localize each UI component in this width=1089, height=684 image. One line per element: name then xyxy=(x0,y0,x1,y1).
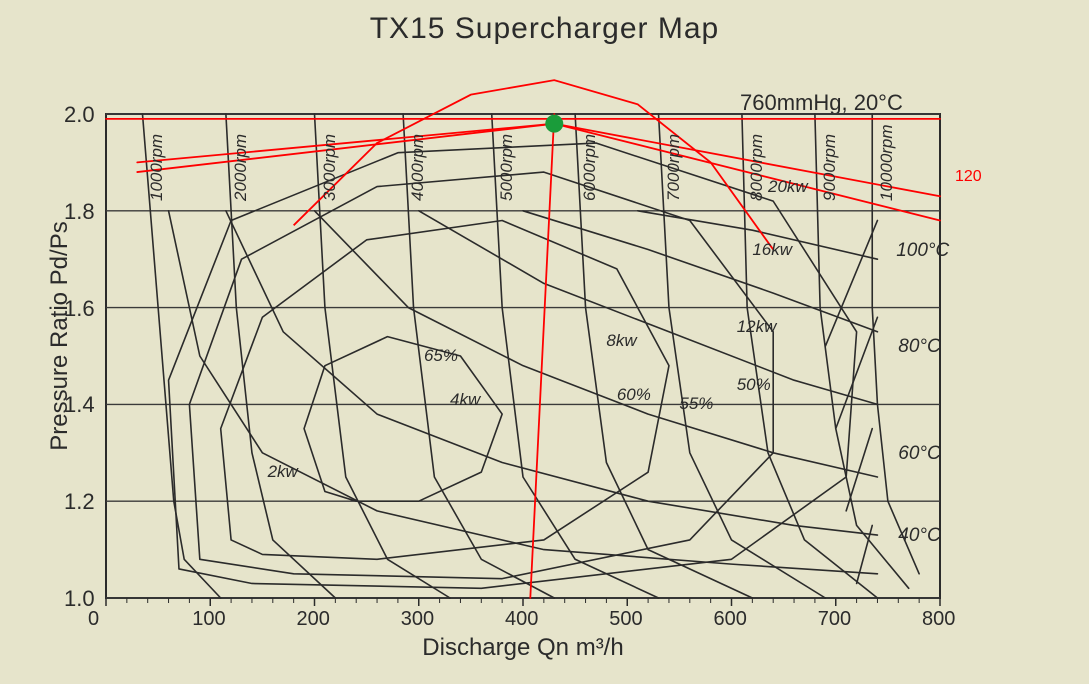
temp-label: 80°C xyxy=(898,336,940,358)
y-tick: 1.2 xyxy=(64,489,95,515)
x-tick: 600 xyxy=(714,608,747,631)
rpm-label: 4000rpm xyxy=(408,133,428,200)
y-tick: 1.6 xyxy=(64,296,95,322)
temp-label: 60°C xyxy=(898,443,940,465)
temp-label: 100°C xyxy=(896,240,949,262)
eff-label: 65% xyxy=(424,346,458,366)
rpm-label: 2000rpm xyxy=(231,133,251,200)
y-tick: 1.8 xyxy=(64,199,95,225)
y-tick: 1.4 xyxy=(64,392,95,418)
eff-label: 55% xyxy=(679,394,713,414)
rpm-label: 10000rpm xyxy=(877,124,897,201)
power-label: 4kw xyxy=(450,390,480,410)
power-label: 8kw xyxy=(606,331,636,351)
eff-label: 60% xyxy=(617,385,651,405)
power-label: 20kw xyxy=(768,177,808,197)
x-tick: 200 xyxy=(297,608,330,631)
power-label: 12kw xyxy=(737,317,777,337)
temp-label: 40°C xyxy=(898,525,940,547)
eff-label: 50% xyxy=(737,375,771,395)
power-label: 2kw xyxy=(268,462,298,482)
rpm-label: 5000rpm xyxy=(497,133,517,200)
rpm-label: 1000rpm xyxy=(147,133,167,200)
y-tick: 1.0 xyxy=(64,586,95,612)
rpm-label: 9000rpm xyxy=(820,133,840,200)
x-tick: 100 xyxy=(192,608,225,631)
x-tick: 400 xyxy=(505,608,538,631)
x-tick: 300 xyxy=(401,608,434,631)
rpm-label: 3000rpm xyxy=(320,133,340,200)
rpm-label: 8000rpm xyxy=(747,133,767,200)
rpm-label: 7000rpm xyxy=(664,133,684,200)
y-tick: 2.0 xyxy=(64,102,95,128)
x-tick: 700 xyxy=(818,608,851,631)
x-tick: 800 xyxy=(922,608,955,631)
x-tick: 500 xyxy=(609,608,642,631)
rpm-label: 6000rpm xyxy=(580,133,600,200)
power-label: 16kw xyxy=(752,240,792,260)
